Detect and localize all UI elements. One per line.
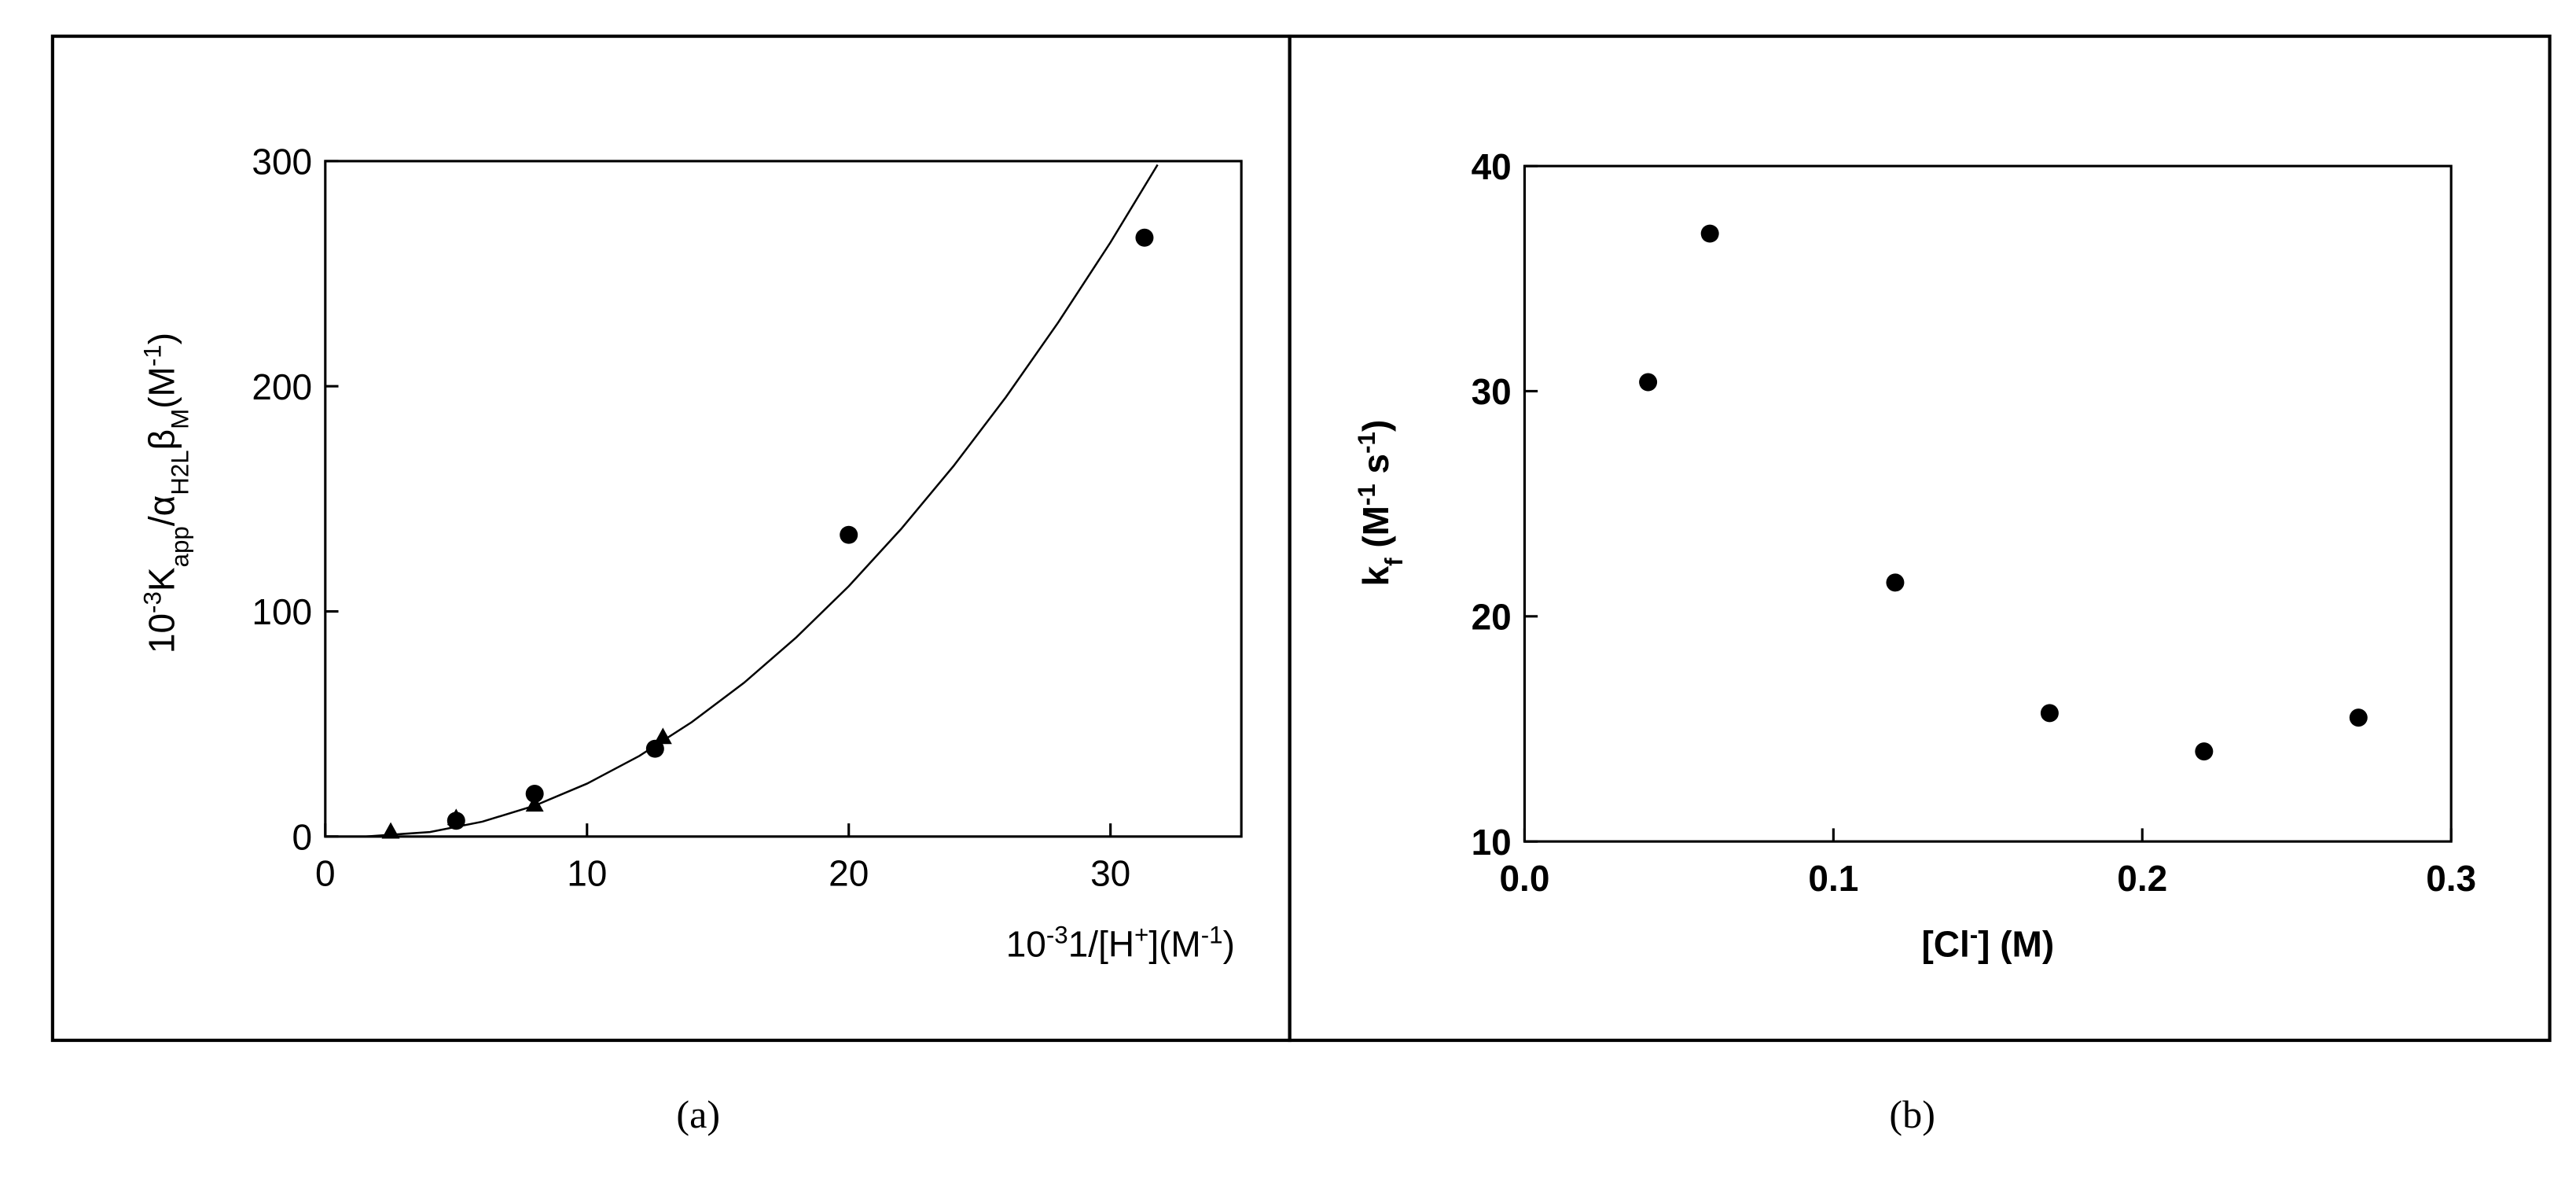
x-tick-label: 30 [1090, 853, 1130, 894]
circle-point [2040, 704, 2059, 723]
circle-point [525, 784, 544, 803]
circle-point [645, 739, 664, 758]
x-axis-label-part: -1 [1201, 921, 1223, 948]
circle-point [840, 525, 858, 544]
y-axis-label-part: K [141, 567, 182, 591]
panel-frame [1288, 34, 2552, 1043]
plot-frame [1523, 164, 2453, 843]
y-axis-label-part: -3 [138, 591, 166, 613]
x-axis-label: [Cl-] (M) [1921, 921, 2054, 965]
x-axis-label-part: -3 [1046, 921, 1068, 948]
y-axis-label-part: M [166, 409, 193, 429]
panel-caption: (b) [1889, 1092, 1935, 1136]
y-axis-label-part: 10 [141, 613, 182, 653]
circle-point [1135, 228, 1154, 247]
y-tick-label: 200 [252, 366, 312, 407]
x-tick-label: 20 [829, 853, 869, 894]
y-tick-label: 0 [292, 817, 313, 858]
y-axis-label-part: app [166, 526, 193, 567]
y-axis-label-part: -1 [1352, 432, 1380, 454]
circle-point [1700, 224, 1719, 243]
y-tick-label: 30 [1472, 371, 1512, 412]
y-axis-label-part: -1 [1352, 484, 1380, 506]
x-axis-label-part: 10 [1006, 923, 1046, 964]
y-axis-label-part: β [141, 429, 182, 450]
y-tick-label: 300 [252, 142, 312, 182]
circle-point [1886, 573, 1905, 592]
plot-frame [324, 160, 1243, 838]
y-axis-label-part: f [1380, 558, 1407, 566]
y-axis-label-part: ) [1355, 420, 1396, 432]
x-tick-label: 10 [567, 853, 607, 894]
circle-point [2349, 708, 2368, 727]
y-tick-label: 20 [1472, 597, 1512, 638]
y-axis-label-part: (M [141, 366, 182, 409]
x-axis-label-part: ) [1223, 923, 1235, 964]
x-tick-label: 0.3 [2426, 858, 2476, 899]
y-axis-label-part: ) [141, 333, 182, 344]
y-axis-label: 10-3Kapp/αH2LβM(M-1) [138, 333, 193, 653]
fit-curve [364, 164, 1159, 838]
x-axis-label-part: ](M [1148, 923, 1200, 964]
x-axis-label-part: ] (M) [1978, 923, 2054, 964]
plot: 0.0 0.1 0.2 0.3 10 20 30 40 [1472, 146, 2477, 899]
y-axis-label-part: s [1355, 454, 1396, 484]
triangle-point [653, 727, 672, 745]
triangle-point [446, 808, 465, 826]
x-tick-label: 0.0 [1499, 858, 1549, 899]
x-axis-label-part: [Cl [1921, 923, 1969, 964]
x-tick-label: 0.2 [2117, 858, 2167, 899]
x-tick-label: 0.1 [1808, 858, 1858, 899]
x-axis-label-part: - [1970, 921, 1978, 948]
x-axis-label: 10-31/[H+](M-1) [1006, 921, 1235, 965]
y-axis-label-part: k [1355, 565, 1396, 586]
y-tick-label: 100 [252, 591, 312, 632]
y-axis-label: kf (M-1 s-1) [1352, 420, 1407, 587]
panel-caption: (a) [676, 1092, 720, 1136]
y-axis-label-part: H2L [166, 450, 193, 495]
circle-point [2195, 742, 2214, 761]
y-axis-label-part: -1 [138, 344, 166, 366]
y-tick-label: 10 [1472, 822, 1512, 863]
x-tick-label: 0 [315, 853, 336, 894]
x-axis-label-part: + [1134, 921, 1148, 948]
circle-point [1639, 373, 1658, 392]
y-axis-label-part: (M [1355, 506, 1396, 558]
y-axis-label-part: /α [141, 495, 182, 526]
y-tick-label: 40 [1472, 146, 1512, 187]
x-axis-label-part: 1/[H [1068, 923, 1134, 964]
